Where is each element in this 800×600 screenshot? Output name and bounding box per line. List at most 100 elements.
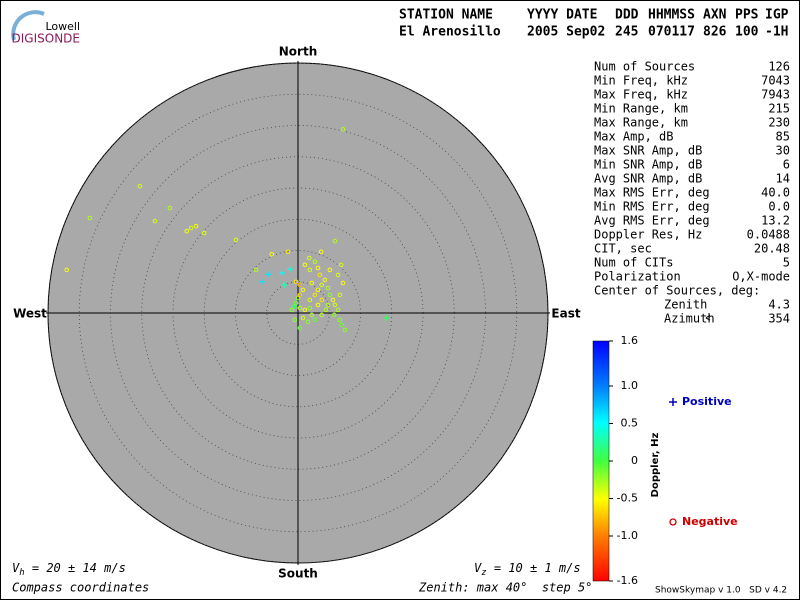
header-value: 070117 <box>648 25 695 40</box>
stat-label: Num of Sources <box>594 60 695 74</box>
source-negative <box>300 287 306 293</box>
version-label: ShowSkymap v 1.0 SD v 4.2 <box>655 586 787 596</box>
source-negative <box>297 292 303 298</box>
source-negative <box>338 262 344 268</box>
header-label: HHMMSS <box>648 8 695 23</box>
zenith-label: Zenith: max 40° step 5° <box>418 581 592 595</box>
source-negative <box>340 280 346 286</box>
source-negative <box>309 312 315 318</box>
velocity-symbol: V <box>474 561 482 575</box>
stat-value: O,X-mode <box>732 270 790 284</box>
source-negative <box>285 249 291 255</box>
source-positive <box>286 266 293 273</box>
colorbar-tick-label: 0 <box>631 454 638 467</box>
source-negative <box>331 312 337 318</box>
source-negative <box>87 215 93 221</box>
direction-label: West <box>13 307 47 321</box>
velocity-label: Vz = 10 ± 1 m/s <box>474 561 581 578</box>
stat-label: Num of CITs <box>594 256 673 270</box>
source-negative <box>312 292 318 298</box>
header-value: El Arenosillo <box>399 25 501 40</box>
velocity-symbol: V <box>12 561 20 575</box>
source-negative <box>315 287 321 293</box>
source-negative <box>327 267 333 273</box>
source-negative <box>137 183 143 189</box>
source-negative <box>293 279 299 285</box>
header-label: AXN <box>703 8 727 23</box>
colorbar <box>592 340 610 582</box>
source-negative <box>337 317 343 323</box>
source-negative <box>289 307 295 313</box>
colorbar-label: Doppler, Hz <box>650 433 661 498</box>
source-negative <box>201 230 207 236</box>
colorbar-tick-label: 0.5 <box>621 417 639 430</box>
velocity-label: Vh = 20 ± 14 m/s <box>12 561 126 578</box>
stat-value: 6 <box>783 158 790 172</box>
source-negative <box>342 327 348 333</box>
colorbar-tick-label: -1.6 <box>617 574 638 587</box>
source-negative <box>233 237 239 243</box>
source-negative <box>318 249 324 255</box>
source-negative <box>306 255 312 261</box>
source-negative <box>322 277 328 283</box>
source-negative <box>269 251 275 257</box>
source-positive <box>278 270 285 276</box>
source-negative <box>309 280 315 286</box>
stat-value: 230 <box>768 116 790 130</box>
stat-value: 5 <box>783 256 790 270</box>
stat-label: Max RMS Err, deg <box>594 186 710 200</box>
source-negative <box>297 325 303 331</box>
stat-label: Max Freq, kHz <box>594 88 688 102</box>
header-value: 2005 Sep02 <box>527 25 605 40</box>
colorbar-tick-label: -1.0 <box>617 529 638 542</box>
source-negative <box>332 238 338 244</box>
stat-label: Doppler Res, Hz <box>594 228 702 242</box>
stat-value: 126 <box>768 60 790 74</box>
stat-value: 20.48 <box>754 242 790 256</box>
legend-label: Positive <box>682 395 732 408</box>
stat-value: 4.3 <box>768 298 790 312</box>
velocity-text: = 10 ± 1 m/s <box>487 561 581 575</box>
source-negative <box>307 305 313 311</box>
stat-value: 14 <box>776 172 790 186</box>
stat-value: 0.0488 <box>747 228 790 242</box>
source-negative <box>312 259 318 265</box>
stat-label: Azimuth <box>664 312 715 326</box>
stat-label: Min Range, km <box>594 102 688 116</box>
coords-label: Compass coordinates <box>12 581 149 595</box>
source-negative <box>319 282 325 288</box>
header-label: STATION NAME <box>399 8 493 23</box>
logo-swoosh <box>11 10 45 41</box>
colorbar-tick-label: 1.6 <box>621 334 639 347</box>
stat-label: Avg RMS Err, deg <box>594 214 710 228</box>
stat-label: Zenith <box>664 298 707 312</box>
stat-heading: Center of Sources, deg: <box>594 284 760 298</box>
header-value: 100 <box>735 25 759 40</box>
stat-label: Min SNR Amp, dB <box>594 158 702 172</box>
stat-value: 40.0 <box>761 186 790 200</box>
source-negative <box>293 300 299 306</box>
logo-top: Lowell <box>45 20 80 33</box>
colorbar-tick-label: -0.5 <box>617 492 638 505</box>
source-negative <box>253 267 259 273</box>
velocity-text: = 20 ± 14 m/s <box>25 561 126 575</box>
source-negative <box>292 317 298 323</box>
source-negative <box>305 319 311 325</box>
source-negative <box>327 292 333 298</box>
source-negative <box>323 307 329 313</box>
direction-label: South <box>278 567 318 581</box>
source-negative <box>317 272 323 278</box>
velocity-sub: h <box>19 568 24 578</box>
header-value: 826 <box>703 25 727 40</box>
source-negative <box>307 267 313 273</box>
velocity-sub: z <box>481 568 486 578</box>
source-negative <box>330 297 336 303</box>
colorbar-tick-label: 1.0 <box>621 379 639 392</box>
stat-value: 354 <box>768 312 790 326</box>
header-label: IGP <box>765 8 789 23</box>
header-label: PPS <box>735 8 759 23</box>
source-negative <box>184 228 190 234</box>
source-negative <box>167 205 173 211</box>
direction-label: North <box>279 45 317 59</box>
